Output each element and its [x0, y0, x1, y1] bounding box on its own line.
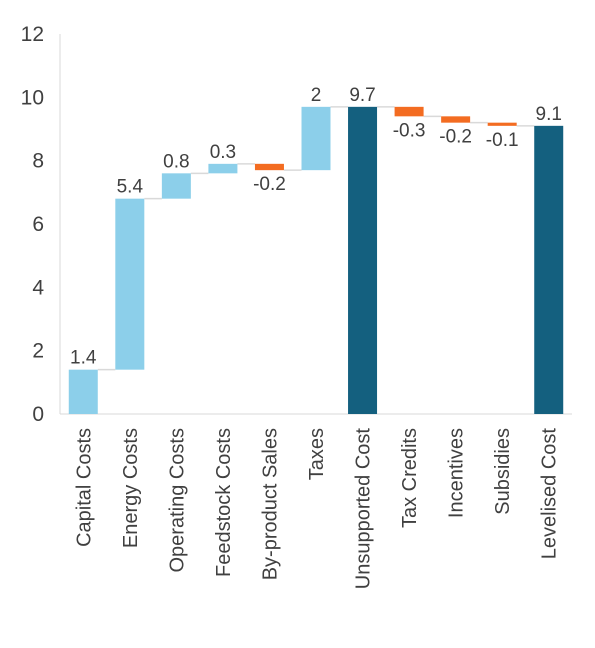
y-axis-tick-labels: 0 2 4 6 8 10 12 [21, 23, 45, 426]
bar-by-product-sales [254, 163, 284, 171]
data-label-energy-costs: 5.4 [117, 177, 144, 198]
category-label-by-product-sales: By-product Sales [259, 428, 281, 580]
bar-feedstock-costs [208, 163, 238, 174]
y-tick-label-10: 10 [21, 86, 44, 109]
y-tick-label-8: 8 [32, 150, 44, 173]
bars [68, 106, 564, 414]
category-label-unsupported-cost: Unsupported Cost [353, 428, 375, 590]
category-label-capital-costs: Capital Costs [73, 428, 95, 547]
bar-energy-costs [115, 198, 145, 370]
data-label-taxes: 2 [311, 85, 322, 106]
bar-incentives [441, 116, 471, 123]
bar-taxes [301, 106, 331, 171]
data-label-operating-costs: 0.8 [163, 151, 189, 172]
y-tick-label-6: 6 [32, 213, 44, 236]
y-tick-label-4: 4 [32, 276, 44, 299]
data-label-by-product-sales: -0.2 [253, 174, 286, 195]
category-label-levelised-cost: Levelised Cost [539, 428, 561, 560]
y-tick-label-12: 12 [21, 23, 44, 46]
connector-lines [97, 106, 535, 371]
bar-subsidies [487, 122, 517, 126]
data-labels: 1.4 5.4 0.8 0.3 -0.2 2 9.7 -0.3 -0.2 -0.1 9.1 [70, 85, 562, 369]
y-tick-label-0: 0 [32, 403, 44, 426]
category-label-taxes: Taxes [306, 428, 328, 480]
category-label-feedstock-costs: Feedstock Costs [213, 428, 235, 577]
data-label-levelised-cost: 9.1 [536, 104, 562, 125]
category-labels: Capital Costs Energy Costs Operating Costs… [73, 428, 560, 590]
category-label-energy-costs: Energy Costs [120, 428, 142, 548]
y-tick-label-2: 2 [32, 340, 44, 363]
data-label-capital-costs: 1.4 [70, 348, 97, 369]
data-label-subsidies: -0.1 [486, 130, 519, 151]
bar-unsupported-cost [348, 106, 378, 414]
category-label-subsidies: Subsidies [492, 428, 514, 515]
bar-levelised-cost [534, 125, 564, 414]
bar-capital-costs [68, 369, 98, 414]
category-label-operating-costs: Operating Costs [166, 428, 188, 573]
bar-tax-credits [394, 106, 424, 117]
data-label-feedstock-costs: 0.3 [210, 142, 236, 163]
bar-operating-costs [161, 173, 191, 199]
data-label-unsupported-cost: 9.7 [349, 85, 375, 106]
category-label-tax-credits: Tax Credits [399, 428, 421, 528]
data-label-tax-credits: -0.3 [393, 120, 426, 141]
data-label-incentives: -0.2 [439, 127, 472, 148]
category-label-incentives: Incentives [446, 428, 468, 518]
